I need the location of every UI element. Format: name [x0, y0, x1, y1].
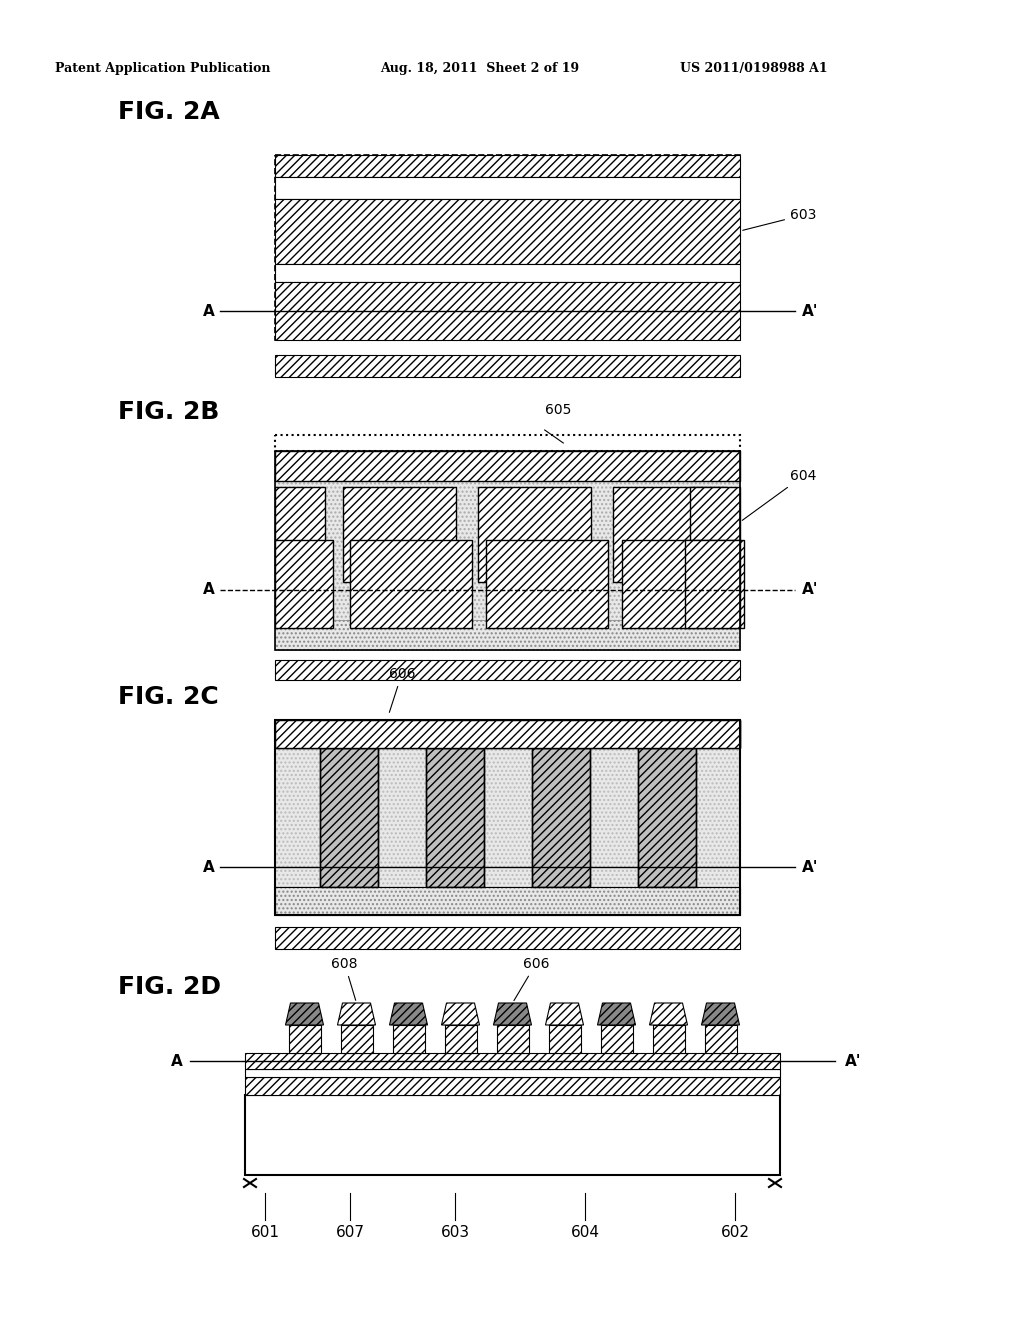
Text: 608: 608: [332, 957, 358, 1001]
Bar: [275, 748, 319, 887]
Bar: [275, 199, 740, 264]
Text: A: A: [203, 304, 215, 318]
Polygon shape: [389, 1003, 427, 1026]
Bar: [613, 487, 726, 582]
Text: 606: 606: [514, 957, 549, 1001]
Text: 607: 607: [336, 1225, 365, 1239]
Polygon shape: [597, 1003, 636, 1026]
Bar: [275, 451, 740, 649]
Bar: [531, 748, 590, 887]
Bar: [275, 620, 740, 649]
Bar: [341, 1026, 373, 1053]
Bar: [275, 887, 740, 915]
Bar: [275, 748, 740, 887]
Text: FIG. 2A: FIG. 2A: [118, 100, 220, 124]
Bar: [275, 719, 740, 748]
Text: 601: 601: [251, 1225, 280, 1239]
Bar: [275, 282, 740, 341]
Bar: [245, 1096, 780, 1175]
Bar: [289, 1026, 321, 1053]
Bar: [275, 451, 740, 480]
Bar: [245, 1053, 780, 1069]
Bar: [392, 1026, 425, 1053]
Bar: [245, 1069, 780, 1077]
Bar: [622, 540, 744, 628]
Polygon shape: [494, 1003, 531, 1026]
Text: 603: 603: [742, 209, 816, 230]
Bar: [275, 540, 333, 628]
Bar: [486, 540, 608, 628]
Text: US 2011/0198988 A1: US 2011/0198988 A1: [680, 62, 827, 75]
Bar: [275, 719, 740, 748]
Text: FIG. 2B: FIG. 2B: [118, 400, 219, 424]
Text: A': A': [845, 1053, 861, 1068]
Text: 603: 603: [440, 1225, 470, 1239]
Text: 604: 604: [570, 1225, 599, 1239]
Polygon shape: [546, 1003, 584, 1026]
Bar: [444, 1026, 476, 1053]
Bar: [600, 1026, 633, 1053]
Text: A': A': [802, 859, 818, 874]
Bar: [685, 540, 740, 628]
Bar: [275, 927, 740, 949]
Bar: [497, 1026, 528, 1053]
Text: A: A: [203, 859, 215, 874]
Bar: [426, 748, 483, 887]
Bar: [275, 177, 740, 199]
Bar: [275, 436, 740, 451]
Text: A': A': [802, 304, 818, 318]
Bar: [690, 487, 740, 582]
Bar: [531, 748, 590, 887]
Polygon shape: [649, 1003, 687, 1026]
Bar: [275, 355, 740, 378]
Bar: [638, 748, 695, 887]
Bar: [275, 487, 325, 582]
Text: FIG. 2C: FIG. 2C: [118, 685, 219, 709]
Bar: [638, 748, 695, 887]
Bar: [275, 719, 740, 915]
Text: Patent Application Publication: Patent Application Publication: [55, 62, 270, 75]
Text: FIG. 2D: FIG. 2D: [118, 975, 221, 999]
Bar: [319, 748, 378, 887]
Bar: [478, 487, 591, 582]
Polygon shape: [701, 1003, 739, 1026]
Polygon shape: [338, 1003, 376, 1026]
Bar: [275, 887, 740, 915]
Bar: [343, 487, 456, 582]
Bar: [275, 480, 740, 620]
Text: A': A': [802, 582, 818, 598]
Text: A: A: [203, 582, 215, 598]
Bar: [245, 1077, 780, 1096]
Bar: [350, 540, 472, 628]
Text: 602: 602: [721, 1225, 750, 1239]
Bar: [652, 1026, 684, 1053]
Text: Aug. 18, 2011  Sheet 2 of 19: Aug. 18, 2011 Sheet 2 of 19: [380, 62, 580, 75]
Bar: [275, 154, 740, 177]
Bar: [275, 264, 740, 282]
Text: A: A: [171, 1053, 183, 1068]
Polygon shape: [441, 1003, 479, 1026]
Bar: [275, 660, 740, 680]
Text: 604: 604: [742, 469, 816, 520]
Bar: [275, 154, 740, 341]
Text: 606: 606: [388, 667, 415, 713]
Bar: [426, 748, 483, 887]
Bar: [549, 1026, 581, 1053]
Bar: [319, 748, 378, 887]
Polygon shape: [286, 1003, 324, 1026]
Bar: [705, 1026, 736, 1053]
Text: 605: 605: [545, 403, 571, 417]
